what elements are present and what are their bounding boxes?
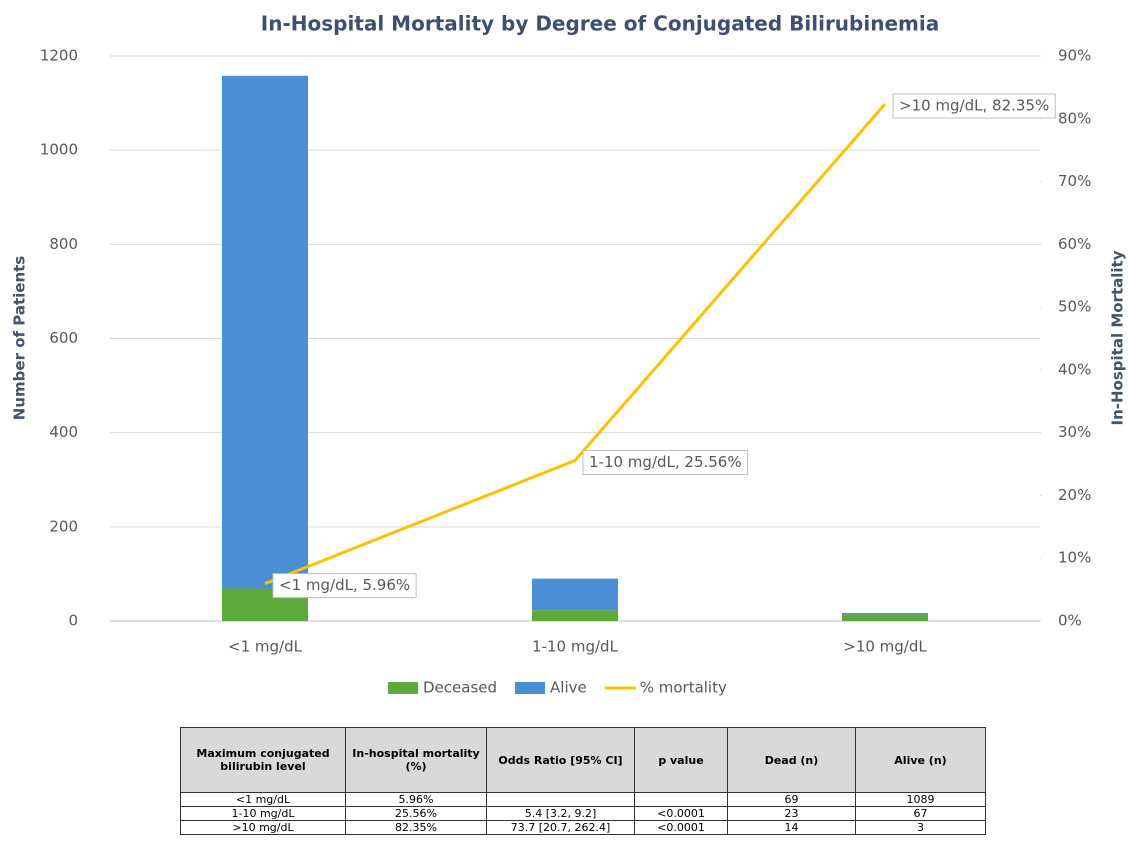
y-axis-title: Number of Patients (11, 256, 29, 420)
legend-swatch (515, 682, 546, 694)
table-cell (634, 792, 728, 807)
table-row: 1-10 mg/dL 25.56% 5.4 [3.2, 9.2] <0.0001 23 6… (180, 806, 986, 821)
y-tick-label: 1000 (40, 141, 78, 159)
table-row: <1 mg/dL 5.96% 69 1089 (180, 792, 986, 807)
legend-swatch (388, 682, 418, 694)
table-header: Maximum conjugated bilirubin level In-hos… (180, 727, 986, 793)
table-cell: <1 mg/dL (180, 792, 346, 807)
chart-title: In-Hospital Mortality by Degree of Conju… (261, 12, 939, 36)
y-tick-label: 800 (49, 235, 78, 253)
table-cell: 1-10 mg/dL (180, 806, 346, 821)
table-body: <1 mg/dL 5.96% 69 1089 1-10 mg/dL 25.56% 5.4 [… (180, 792, 986, 835)
y2-tick-label: 10% (1058, 549, 1091, 567)
bar (532, 610, 618, 621)
table-header-cell: Alive (n) (855, 727, 986, 793)
y-tick-label: 200 (49, 517, 78, 535)
bar (842, 614, 928, 621)
y-tick-label: 1200 (40, 47, 78, 65)
y-tick-label: 600 (49, 329, 78, 347)
y2-tick-label: 0% (1058, 612, 1082, 630)
table-row: >10 mg/dL 82.35% 73.7 [20.7, 262.4] <0.0001… (180, 820, 986, 835)
table-header-cell: In-hospital mortality (%) (345, 727, 487, 793)
table-cell: 14 (727, 820, 856, 835)
data-label-text: 1-10 mg/dL, 25.56% (589, 453, 742, 471)
y2-tick-label: 50% (1058, 298, 1091, 316)
data-table: Maximum conjugated bilirubin level In-hos… (180, 727, 986, 835)
bar (842, 612, 928, 615)
y2-tick-label: 80% (1058, 109, 1091, 127)
table-cell: 73.7 [20.7, 262.4] (486, 820, 635, 835)
y2-tick-label: 70% (1058, 172, 1091, 190)
table-header-cell: p value (634, 727, 728, 793)
y-tick-label: 0 (68, 612, 78, 630)
y-tick-label: 400 (49, 423, 78, 441)
table-cell: 67 (855, 806, 986, 821)
line (264, 103, 887, 585)
data-label-text: >10 mg/dL, 82.35% (899, 97, 1049, 115)
table-cell: <0.0001 (634, 806, 728, 821)
data-label-box (272, 573, 417, 599)
data-label: >10 mg/dL, 82.35% (892, 93, 1056, 119)
table-cell: 25.56% (345, 806, 487, 821)
legend-label: Alive (550, 679, 587, 697)
y2-tick-label: 30% (1058, 423, 1091, 441)
table-header-cell: Maximum conjugated bilirubin level (180, 727, 346, 793)
data-label: <1 mg/dL, 5.96% (272, 573, 417, 599)
table-cell: 5.96% (345, 792, 487, 807)
x-tick-label: >10 mg/dL (843, 638, 927, 656)
bar (222, 75, 308, 589)
data-label-box (892, 93, 1056, 119)
y2-tick-label: 40% (1058, 360, 1091, 378)
chart: In-Hospital Mortality by Degree of Conju… (11, 12, 1127, 697)
table-cell: 82.35% (345, 820, 487, 835)
legend-label: Deceased (423, 679, 497, 697)
table-cell: 3 (855, 820, 986, 835)
y2-axis-title: In-Hospital Mortality (1109, 250, 1127, 425)
x-tick-label: 1-10 mg/dL (532, 638, 619, 656)
table-cell: >10 mg/dL (180, 820, 346, 835)
table-cell: <0.0001 (634, 820, 728, 835)
x-tick-label: <1 mg/dL (228, 638, 303, 656)
table-header-cell: Dead (n) (727, 727, 856, 793)
legend-label: % mortality (640, 679, 727, 697)
table-cell (486, 792, 635, 807)
table-header-cell: Odds Ratio [95% CI] (486, 727, 635, 793)
data-label-text: <1 mg/dL, 5.96% (279, 576, 410, 594)
table-cell: 1089 (855, 792, 986, 807)
table-cell: 23 (727, 806, 856, 821)
y2-tick-label: 60% (1058, 235, 1091, 253)
y2-tick-label: 90% (1058, 47, 1091, 65)
table-cell: 69 (727, 792, 856, 807)
bar (532, 578, 618, 611)
data-label-box (582, 450, 749, 476)
table-cell: 5.4 [3.2, 9.2] (486, 806, 635, 821)
data-label: 1-10 mg/dL, 25.56% (582, 450, 749, 476)
y2-tick-label: 20% (1058, 486, 1091, 504)
